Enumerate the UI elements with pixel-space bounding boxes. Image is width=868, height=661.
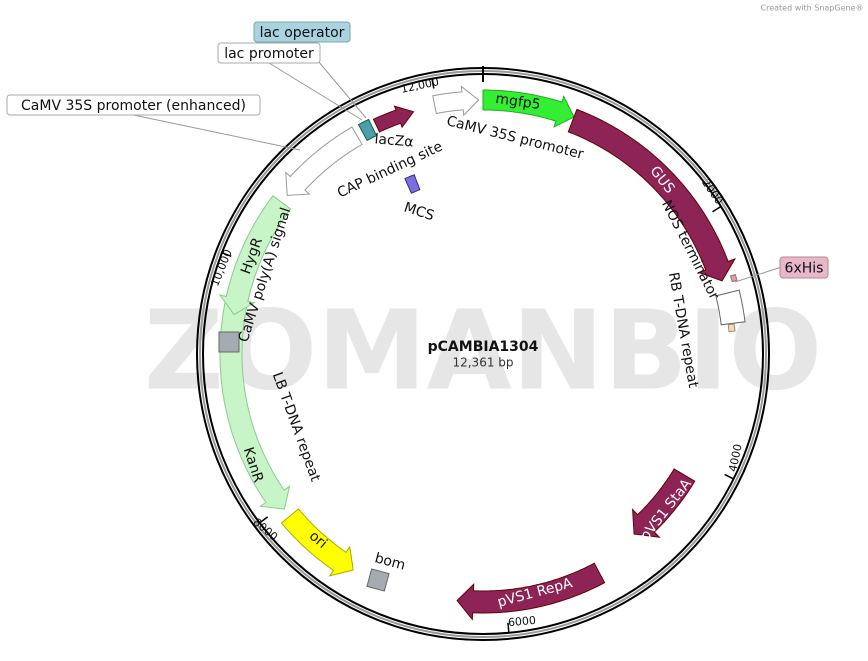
callout-label: lac promoter (224, 46, 314, 62)
callout-box (6, 94, 261, 116)
callout-label: 6xHis (785, 261, 824, 277)
feature-lacz (372, 105, 415, 133)
plasmid-name: pCAMBIA1304 (428, 339, 539, 355)
feature-polya (218, 331, 240, 353)
feature-his (729, 273, 738, 283)
feature-label: mgfp5 (494, 91, 541, 113)
feature-rb (727, 323, 736, 333)
plasmid-size: 12,361 bp (452, 356, 513, 370)
callout-box (779, 256, 829, 279)
feature-repa (456, 562, 606, 621)
feature-label: bom (373, 550, 407, 574)
feature-camv-enh (285, 126, 363, 196)
feature-ori (280, 508, 354, 577)
feature-hygr (218, 194, 292, 316)
tick-mark (259, 516, 269, 524)
callout-label: CaMV 35S promoter (enhanced) (21, 98, 246, 114)
feature-label: lacZα (374, 131, 414, 150)
feature-gus (567, 108, 737, 282)
feature-bom (366, 568, 390, 592)
callout-line (268, 62, 363, 121)
tick-label: 6000 (507, 614, 536, 629)
tick-mark (724, 473, 734, 480)
tick-mark (221, 252, 232, 258)
tick-mark (507, 622, 510, 633)
feature-mgfp5 (482, 89, 575, 128)
callout-box (217, 42, 321, 64)
feature-stas (632, 468, 696, 538)
feature-camv-35s (432, 85, 480, 117)
tick-mark (712, 205, 722, 213)
feature-label: MCS (402, 200, 436, 225)
credit: Created with SnapGene® (761, 4, 864, 13)
feature-nos (715, 289, 746, 326)
callout-line (734, 267, 781, 283)
tick-label: 4000 (726, 443, 745, 473)
feature-mcs (404, 174, 421, 194)
watermark: ZOMANBIO (144, 286, 822, 414)
callout-box (253, 21, 351, 43)
callout-line (133, 114, 301, 151)
tick-mark (431, 78, 435, 89)
callout-label: lac operator (260, 25, 345, 41)
feature-lac-operator (357, 118, 378, 142)
